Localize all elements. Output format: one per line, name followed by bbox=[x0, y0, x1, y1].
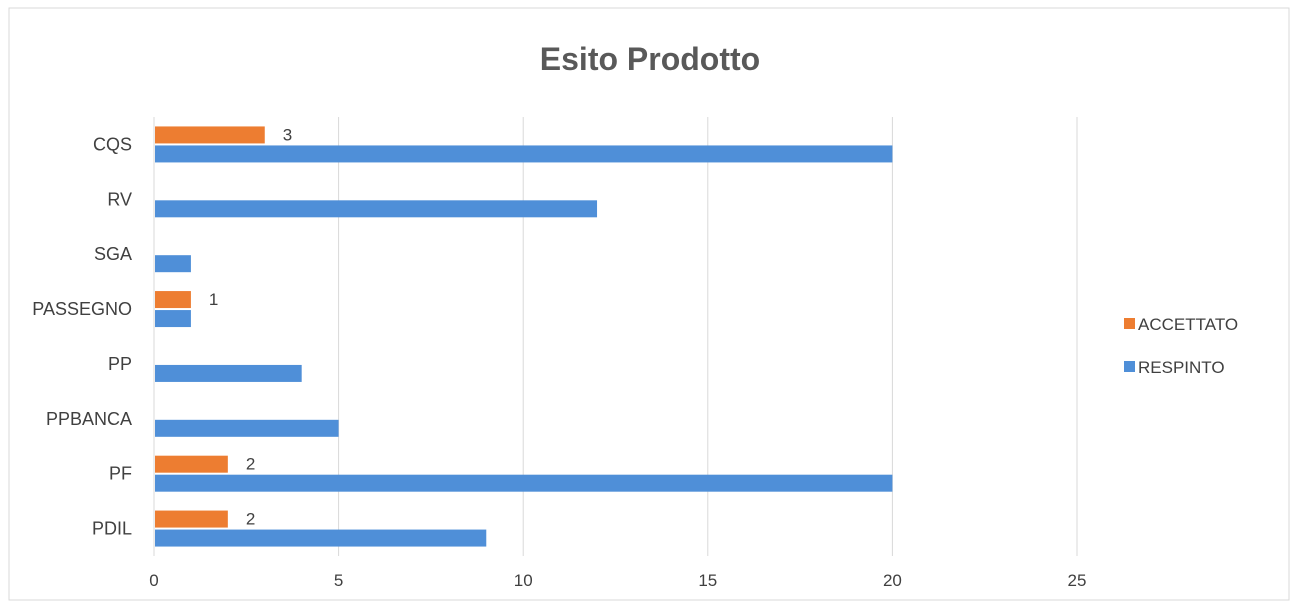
data-label-accettato: 3 bbox=[283, 125, 292, 144]
y-category-label: PPBANCA bbox=[46, 409, 132, 429]
x-tick-label: 25 bbox=[1068, 571, 1087, 590]
bar-respinto bbox=[155, 200, 598, 218]
bar-respinto bbox=[155, 255, 191, 273]
bar-accettato bbox=[155, 510, 228, 528]
y-category-label: SGA bbox=[94, 244, 132, 264]
labels: 0 5 10 15 20 25 PDIL 2 PF 2 PPBANCA PP PASSEGNO 1 SGA R… bbox=[32, 125, 1086, 590]
y-category-label: PF bbox=[109, 464, 132, 484]
x-tick-label: 10 bbox=[514, 571, 533, 590]
y-category-label: RV bbox=[107, 189, 132, 209]
bar-respinto bbox=[155, 474, 893, 492]
x-tick-label: 0 bbox=[149, 571, 158, 590]
legend-label-respinto: RESPINTO bbox=[1138, 358, 1225, 377]
legend-swatch-accettato bbox=[1124, 318, 1135, 329]
bar-respinto bbox=[155, 364, 302, 382]
bar-respinto bbox=[155, 145, 893, 163]
x-tick-label: 15 bbox=[698, 571, 717, 590]
bar-respinto bbox=[155, 529, 487, 547]
x-tick-label: 5 bbox=[334, 571, 343, 590]
y-category-label: CQS bbox=[93, 134, 132, 154]
y-category-label: PASSEGNO bbox=[32, 299, 132, 319]
chart-title: Esito Prodotto bbox=[540, 41, 760, 77]
legend-swatch-respinto bbox=[1124, 361, 1135, 372]
y-category-label: PDIL bbox=[92, 519, 132, 539]
data-label-accettato: 2 bbox=[246, 455, 255, 474]
bar-respinto bbox=[155, 419, 339, 437]
bar-accettato bbox=[155, 455, 228, 473]
data-label-accettato: 2 bbox=[246, 510, 255, 529]
bars bbox=[155, 126, 893, 547]
y-category-label: PP bbox=[108, 354, 132, 374]
bar-accettato bbox=[155, 291, 191, 309]
bar-accettato bbox=[155, 126, 265, 144]
chart-border bbox=[8, 7, 1290, 601]
legend-label-accettato: ACCETTATO bbox=[1138, 315, 1238, 334]
data-label-accettato: 1 bbox=[209, 290, 218, 309]
x-tick-label: 20 bbox=[883, 571, 902, 590]
legend: ACCETTATO RESPINTO bbox=[1124, 315, 1238, 377]
bar-respinto bbox=[155, 310, 191, 328]
